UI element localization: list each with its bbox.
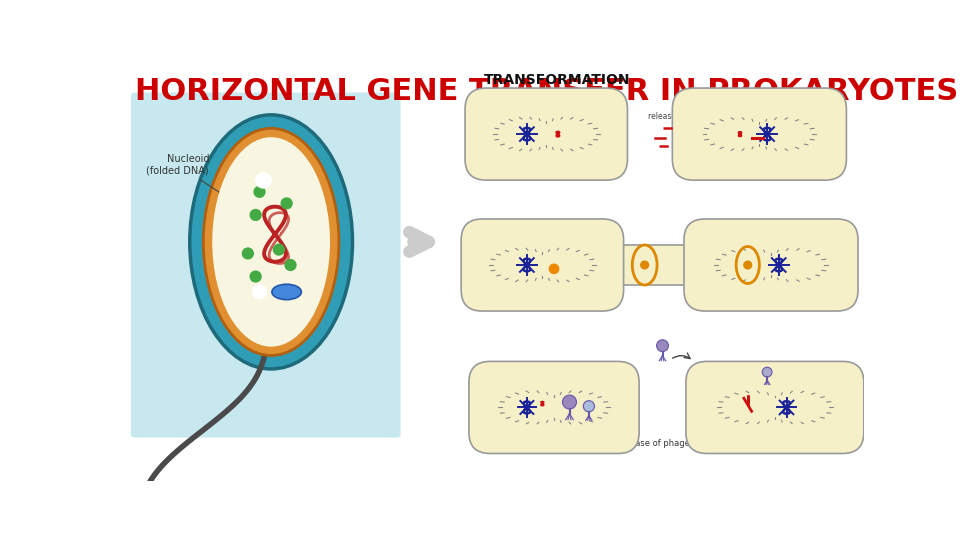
Text: CONJUGATION: CONJUGATION: [484, 219, 593, 233]
Text: release of DNA: release of DNA: [648, 112, 705, 121]
Circle shape: [274, 244, 284, 255]
Circle shape: [251, 210, 261, 220]
FancyBboxPatch shape: [461, 219, 624, 311]
Ellipse shape: [563, 395, 576, 409]
Ellipse shape: [272, 284, 301, 300]
Text: release of phage: release of phage: [619, 438, 690, 448]
Circle shape: [549, 264, 559, 273]
Text: TRANSFORMATION: TRANSFORMATION: [484, 72, 631, 86]
FancyBboxPatch shape: [465, 88, 628, 180]
FancyBboxPatch shape: [131, 92, 400, 437]
Text: recipient cell: recipient cell: [732, 89, 786, 98]
Circle shape: [255, 173, 271, 188]
Text: Phage-infected donor cell: Phage-infected donor cell: [477, 438, 585, 448]
Circle shape: [744, 261, 752, 269]
Ellipse shape: [190, 115, 352, 369]
Ellipse shape: [204, 129, 339, 355]
Circle shape: [285, 260, 296, 271]
Circle shape: [252, 285, 267, 299]
Text: TRANSDUCTION: TRANSDUCTION: [484, 361, 609, 375]
Text: transposon: transposon: [480, 220, 527, 229]
Ellipse shape: [212, 137, 330, 347]
Text: recipient cell: recipient cell: [744, 220, 799, 229]
Ellipse shape: [762, 367, 772, 377]
FancyBboxPatch shape: [685, 361, 864, 454]
Text: donor cell: donor cell: [537, 220, 579, 229]
Circle shape: [641, 261, 649, 269]
FancyBboxPatch shape: [672, 88, 847, 180]
FancyBboxPatch shape: [468, 361, 639, 454]
FancyBboxPatch shape: [598, 245, 692, 285]
Ellipse shape: [657, 340, 668, 352]
Circle shape: [243, 248, 253, 259]
Text: donor cell: donor cell: [525, 89, 567, 98]
Ellipse shape: [584, 401, 594, 412]
Circle shape: [281, 198, 292, 209]
Text: HORIZONTAL GENE TRANSFER IN PROKARYOTES: HORIZONTAL GENE TRANSFER IN PROKARYOTES: [134, 77, 958, 106]
Circle shape: [251, 271, 261, 282]
FancyBboxPatch shape: [684, 219, 858, 311]
Text: Nucleoid
(folded DNA): Nucleoid (folded DNA): [147, 154, 257, 217]
Text: recipient cell: recipient cell: [748, 438, 803, 448]
Circle shape: [254, 186, 265, 197]
